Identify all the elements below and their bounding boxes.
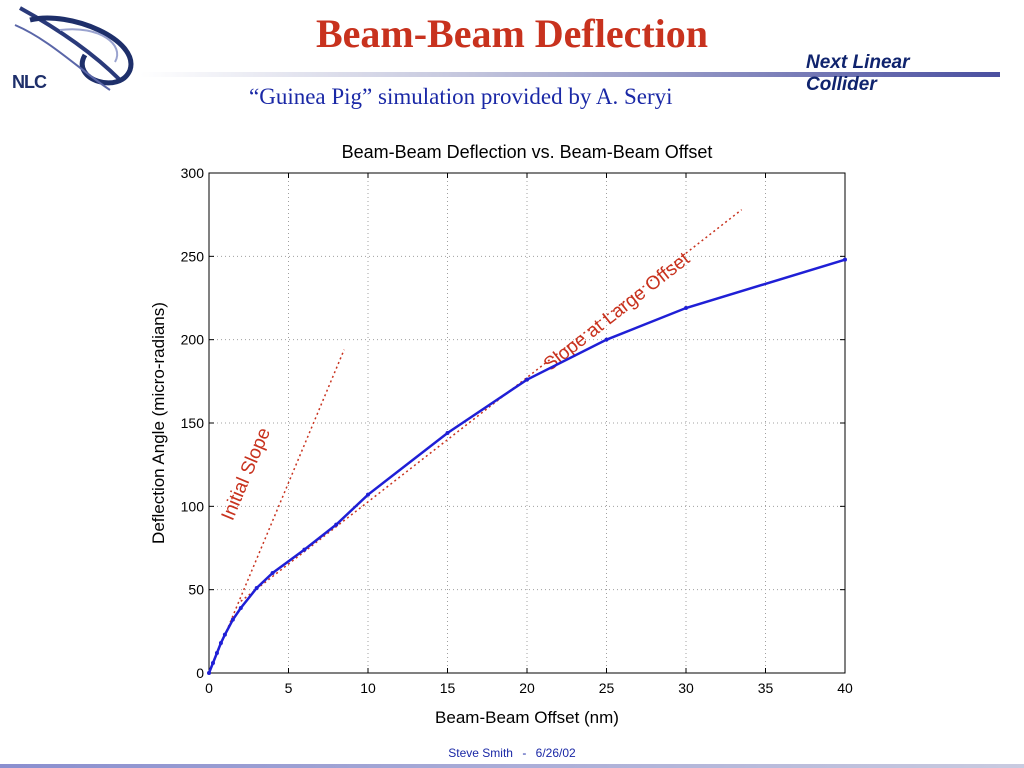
nlc-logo: NLC (0, 0, 150, 110)
slide-subtitle: “Guinea Pig” simulation provided by A. S… (249, 84, 673, 109)
brand-name: Next Linear Collider (806, 52, 909, 96)
x-tick-label: 40 (837, 680, 853, 696)
data-point (843, 257, 847, 262)
logo-text: NLC (12, 72, 47, 92)
x-tick-label: 10 (360, 680, 376, 696)
data-point (366, 492, 370, 497)
x-axis-label: Beam-Beam Offset (nm) (435, 708, 619, 727)
data-point (334, 522, 339, 527)
data-point (214, 651, 219, 655)
logo-swoosh-icon (14, 6, 134, 91)
y-tick-label: 150 (181, 415, 205, 431)
data-point (270, 571, 275, 575)
y-tick-label: 200 (181, 332, 205, 348)
data-point (254, 586, 259, 590)
data-point (302, 547, 307, 552)
x-tick-label: 15 (440, 680, 456, 696)
y-tick-label: 100 (181, 498, 205, 514)
brand-line-1: Next Linear (806, 52, 910, 73)
data-point (207, 671, 211, 675)
data-point (525, 377, 529, 382)
data-point (604, 337, 609, 342)
slide-title: Beam-Beam Deflection (315, 11, 709, 56)
y-tick-label: 250 (181, 248, 205, 264)
footer-date: 6/26/02 (535, 746, 576, 760)
y-axis-label: Deflection Angle (micro-radians) (149, 302, 168, 544)
data-point (684, 306, 688, 310)
data-point (218, 641, 223, 645)
y-tick-label: 0 (196, 665, 204, 681)
chart-title: Beam-Beam Deflection vs. Beam-Beam Offse… (342, 142, 713, 162)
footer-rule (0, 764, 1024, 768)
x-tick-label: 30 (678, 680, 694, 696)
data-point (230, 617, 235, 622)
header-rule (140, 72, 1000, 77)
footer-author: Steve Smith (448, 746, 513, 760)
data-point (210, 661, 215, 665)
x-tick-label: 0 (205, 680, 213, 696)
y-tick-label: 50 (188, 582, 204, 598)
y-tick-label: 300 (181, 165, 205, 181)
footer-separator: - (522, 746, 527, 760)
reference-line (208, 349, 345, 674)
x-tick-label: 20 (519, 680, 535, 696)
x-tick-label: 35 (758, 680, 774, 696)
data-point (222, 632, 227, 637)
x-tick-label: 25 (599, 680, 615, 696)
x-tick-label: 5 (285, 680, 293, 696)
reference-line (240, 209, 743, 602)
brand-line-2: Collider (806, 74, 877, 95)
data-point (238, 606, 243, 610)
data-point (445, 431, 450, 435)
